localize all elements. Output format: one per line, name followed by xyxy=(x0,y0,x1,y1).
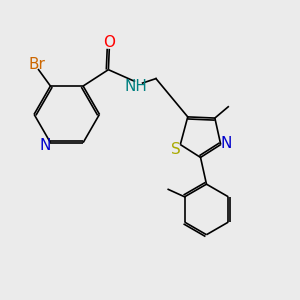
Text: S: S xyxy=(171,142,181,158)
Text: O: O xyxy=(103,35,115,50)
Text: N: N xyxy=(39,137,51,152)
Text: N: N xyxy=(220,136,232,152)
Text: Br: Br xyxy=(28,57,46,72)
Text: NH: NH xyxy=(124,80,147,94)
